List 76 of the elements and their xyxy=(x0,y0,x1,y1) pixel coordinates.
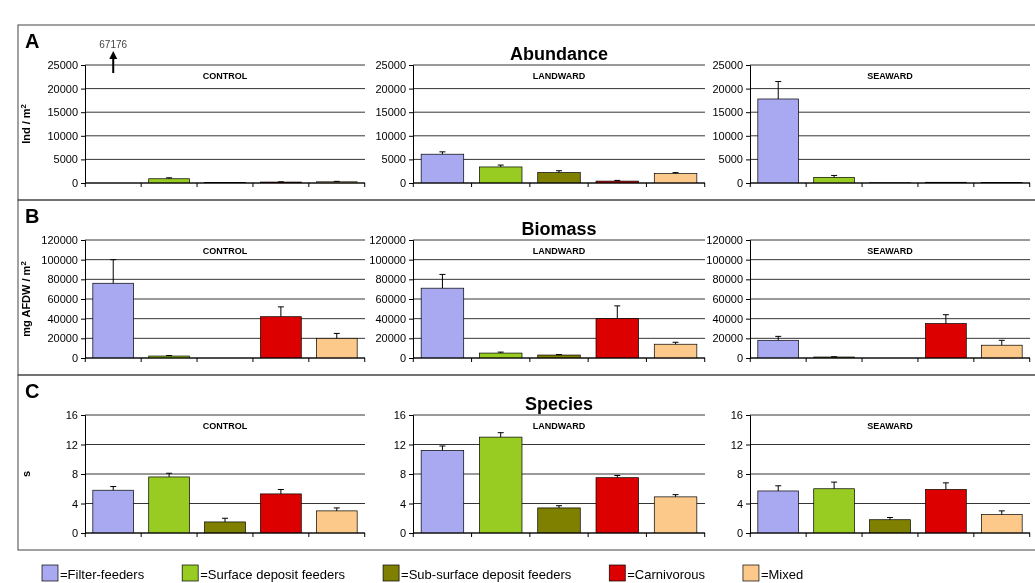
legend-label: =Filter-feeders xyxy=(60,567,145,582)
y-tick-label: 60000 xyxy=(712,293,743,306)
text: SEAWARD xyxy=(867,421,914,431)
y-tick-label: 10000 xyxy=(712,129,743,142)
text: LANDWARD xyxy=(532,71,586,81)
y-tick-label: 0 xyxy=(399,352,406,365)
y-tick-label: 40000 xyxy=(712,312,743,325)
text: SEAWARD xyxy=(867,246,914,256)
text: CONTROL xyxy=(202,246,248,256)
y-tick-label: 80000 xyxy=(712,273,743,286)
y-tick-label: 100000 xyxy=(706,253,743,266)
y-tick-label: 4 xyxy=(736,497,743,510)
chart-title: Biomass xyxy=(521,219,597,239)
legend-label: =Surface deposit feeders xyxy=(200,567,346,582)
y-tick-label: 8 xyxy=(399,468,406,481)
y-tick-label: 60000 xyxy=(375,293,406,306)
y-tick-label: 20000 xyxy=(47,82,78,95)
y-tick-label: 100000 xyxy=(369,253,406,266)
y-tick-label: 0 xyxy=(399,177,406,190)
y-tick-label: 80000 xyxy=(47,273,78,286)
y-tick-label: 120000 xyxy=(706,234,743,247)
text: C xyxy=(25,380,40,402)
y-tick-label: 120000 xyxy=(369,234,406,247)
y-tick-label: 5000 xyxy=(53,153,78,166)
y-tick-label: 4 xyxy=(399,497,406,510)
y-tick-label: 16 xyxy=(65,409,78,422)
y-tick-label: 10000 xyxy=(375,129,406,142)
chart-title: Species xyxy=(524,394,594,414)
y-tick-label: 5000 xyxy=(718,153,743,166)
y-tick-label: 10000 xyxy=(47,129,78,142)
y-tick-label: 80000 xyxy=(375,273,406,286)
y-tick-label: 5000 xyxy=(381,153,406,166)
y-tick-label: 0 xyxy=(736,352,743,365)
y-tick-label: 40000 xyxy=(375,312,406,325)
text: CONTROL xyxy=(202,71,248,81)
text: LANDWARD xyxy=(532,421,586,431)
y-tick-label: 100000 xyxy=(41,253,78,266)
text: B xyxy=(25,205,40,227)
y-tick-label: 60000 xyxy=(47,293,78,306)
y-tick-label: 25000 xyxy=(712,59,743,72)
legend-label: =Carnivorous xyxy=(627,567,706,582)
y-tick-label: 15000 xyxy=(375,106,406,119)
y-tick-label: 8 xyxy=(736,468,743,481)
y-tick-label: 20000 xyxy=(375,332,406,345)
y-tick-label: 16 xyxy=(393,409,406,422)
y-tick-label: 25000 xyxy=(375,59,406,72)
text: SEAWARD xyxy=(867,71,914,81)
text: CONTROL xyxy=(202,421,248,431)
y-tick-label: 20000 xyxy=(712,332,743,345)
y-tick-label: 0 xyxy=(736,527,743,540)
y-tick-label: 25000 xyxy=(47,59,78,72)
text: LANDWARD xyxy=(532,246,586,256)
y-tick-label: 16 xyxy=(730,409,743,422)
chart-title: Abundance xyxy=(509,44,609,64)
y-tick-label: 15000 xyxy=(47,106,78,119)
y-tick-label: 20000 xyxy=(375,82,406,95)
y-tick-label: 8 xyxy=(71,468,78,481)
y-tick-label: 0 xyxy=(399,527,406,540)
y-tick-label: 12 xyxy=(393,438,406,451)
y-tick-label: 0 xyxy=(71,527,78,540)
y-tick-label: 0 xyxy=(736,177,743,190)
y-tick-label: 4 xyxy=(71,497,78,510)
legend-label: =Mixed xyxy=(760,567,804,582)
y-axis-title: s xyxy=(20,470,32,478)
y-tick-label: 40000 xyxy=(47,312,78,325)
y-tick-label: 20000 xyxy=(47,332,78,345)
y-tick-label: 12 xyxy=(730,438,743,451)
y-tick-label: 20000 xyxy=(712,82,743,95)
legend-label: =Sub-surface deposit feeders xyxy=(401,567,572,582)
y-tick-label: 120000 xyxy=(41,234,78,247)
y-tick-label: 0 xyxy=(71,177,78,190)
y-tick-label: 0 xyxy=(71,352,78,365)
y-tick-label: 12 xyxy=(65,438,78,451)
text: A xyxy=(25,30,40,52)
text: 67176 xyxy=(99,39,128,50)
y-tick-label: 15000 xyxy=(712,106,743,119)
